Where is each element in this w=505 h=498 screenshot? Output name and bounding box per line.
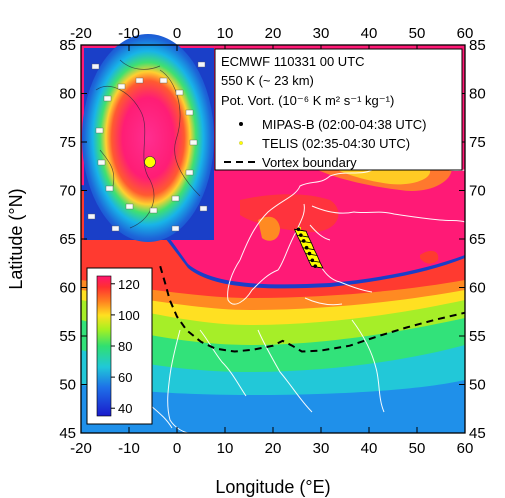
y-tick-label-left: 60 bbox=[59, 280, 76, 297]
core-patch-5 bbox=[420, 250, 439, 264]
contour-band-110 bbox=[81, 190, 465, 298]
y-tick-label-left: 65 bbox=[59, 231, 76, 248]
inset-contour-labels bbox=[87, 61, 208, 232]
mipas-point bbox=[313, 264, 318, 268]
y-tick-label-right: 55 bbox=[469, 328, 486, 345]
x-tick-label-top: -10 bbox=[118, 25, 140, 42]
y-axis-label: Latitude (°N) bbox=[6, 188, 26, 289]
colorbar: 40 60 80 100 120 bbox=[86, 267, 153, 425]
y-tick-label-left: 70 bbox=[59, 183, 76, 200]
legend-vortex-label: Vortex boundary bbox=[262, 155, 357, 170]
x-tick-label-top: 30 bbox=[313, 25, 330, 42]
x-tick-label-bottom: 10 bbox=[217, 440, 234, 457]
legend: ECMWF 110331 00 UTC 550 K (~ 23 km) Pot.… bbox=[214, 48, 463, 171]
colorbar-tick-label: 120 bbox=[118, 277, 140, 292]
data-overlays bbox=[159, 226, 465, 353]
y-tick-label-right: 50 bbox=[469, 377, 486, 394]
x-tick-label-bottom: -20 bbox=[70, 440, 92, 457]
y-tick-label-right: 45 bbox=[469, 425, 486, 442]
y-tick-label-left: 50 bbox=[59, 377, 76, 394]
x-tick-label-bottom: -10 bbox=[118, 440, 140, 457]
axis-ticks: -20-20-10-100010102020303040405050606045… bbox=[59, 25, 485, 457]
mipas-point bbox=[301, 239, 306, 243]
colorbar-gradient bbox=[96, 275, 112, 417]
y-tick-label-right: 85 bbox=[469, 37, 486, 54]
colorbar-tick-label: 40 bbox=[118, 401, 132, 416]
x-tick-label-top: 10 bbox=[217, 25, 234, 42]
vortex-boundary-line bbox=[159, 265, 465, 353]
y-tick-label-left: 85 bbox=[59, 37, 76, 54]
mipas-point bbox=[310, 258, 315, 263]
y-tick-label-right: 75 bbox=[469, 134, 486, 151]
wedge-hatch bbox=[308, 259, 321, 263]
legend-telis-marker bbox=[239, 141, 243, 145]
inset-map bbox=[82, 34, 214, 242]
legend-title-line-1: ECMWF 110331 00 UTC bbox=[221, 54, 365, 69]
colorbar-tick-label: 100 bbox=[118, 308, 140, 323]
legend-units: Pot. Vort. (10⁻⁶ K m² s⁻¹ kg⁻¹) bbox=[221, 93, 394, 108]
mipas-point bbox=[299, 233, 303, 237]
x-tick-label-bottom: 30 bbox=[313, 440, 330, 457]
legend-mipas-label: MIPAS-B (02:00-04:38 UTC) bbox=[262, 117, 426, 132]
wedge-hatch bbox=[299, 240, 312, 244]
legend-mipas-marker bbox=[239, 122, 243, 126]
wedge-hatch bbox=[311, 265, 323, 269]
legend-box bbox=[214, 48, 463, 171]
mipas-point bbox=[304, 245, 309, 250]
y-tick-label-right: 65 bbox=[469, 231, 486, 248]
x-tick-label-bottom: 50 bbox=[409, 440, 426, 457]
x-tick-label-bottom: 40 bbox=[361, 440, 378, 457]
wedge-hatch bbox=[296, 234, 309, 238]
y-tick-label-left: 45 bbox=[59, 425, 76, 442]
y-tick-label-left: 75 bbox=[59, 134, 76, 151]
legend-telis-label: TELIS (02:35-04:30 UTC) bbox=[262, 136, 410, 151]
x-tick-label-bottom: 20 bbox=[265, 440, 282, 457]
x-tick-label-top: 40 bbox=[361, 25, 378, 42]
wedge-hatch bbox=[302, 247, 315, 251]
x-tick-label-top: 20 bbox=[265, 25, 282, 42]
x-tick-label-top: 0 bbox=[173, 25, 181, 42]
y-tick-label-right: 60 bbox=[469, 280, 486, 297]
x-tick-label-bottom: 0 bbox=[173, 440, 181, 457]
x-axis-label: Longitude (°E) bbox=[215, 477, 330, 497]
y-tick-label-left: 55 bbox=[59, 328, 76, 345]
x-tick-label-bottom: 60 bbox=[457, 440, 474, 457]
colorbar-ticks: 40 60 80 100 120 bbox=[111, 277, 140, 416]
inset-flight-marker bbox=[144, 156, 156, 168]
wedge-hatch bbox=[305, 253, 318, 256]
y-tick-label-right: 80 bbox=[469, 86, 486, 103]
x-tick-label-top: 60 bbox=[457, 25, 474, 42]
core-patch-4 bbox=[258, 216, 280, 241]
x-tick-label-top: -20 bbox=[70, 25, 92, 42]
colorbar-tick-label: 80 bbox=[118, 339, 132, 354]
mipas-point bbox=[296, 227, 301, 232]
y-tick-label-left: 80 bbox=[59, 86, 76, 103]
legend-title-line-2: 550 K (~ 23 km) bbox=[221, 73, 314, 88]
wedge-hatch bbox=[294, 228, 307, 232]
mipas-point bbox=[307, 251, 312, 256]
y-tick-label-right: 70 bbox=[469, 183, 486, 200]
colorbar-tick-label: 60 bbox=[118, 370, 132, 385]
x-tick-label-top: 50 bbox=[409, 25, 426, 42]
